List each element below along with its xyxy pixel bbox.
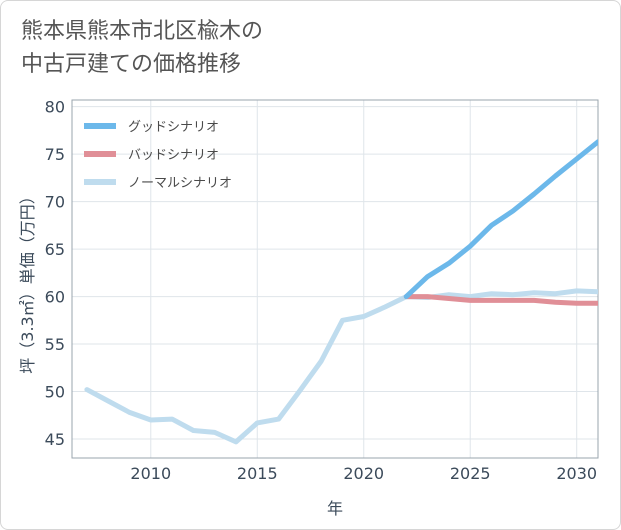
title-line-1: 熊本県熊本市北区楡木の bbox=[21, 19, 264, 44]
series-line-0 bbox=[403, 139, 598, 300]
series-line-1 bbox=[403, 294, 598, 306]
legend-label: グッドシナリオ bbox=[128, 120, 219, 135]
title-line-2: 中古戸建ての価格推移 bbox=[21, 52, 242, 77]
y-axis-title: 坪（3.3㎡）単価（万円） bbox=[18, 188, 37, 373]
x-tick-label: 2015 bbox=[237, 464, 278, 483]
y-tick-label: 80 bbox=[45, 98, 65, 117]
legend-label: ノーマルシナリオ bbox=[128, 176, 232, 191]
plot-border bbox=[71, 99, 599, 459]
x-tick-label: 2010 bbox=[130, 464, 171, 483]
x-axis-title: 年 bbox=[327, 499, 343, 518]
x-tick-label: 2030 bbox=[556, 464, 597, 483]
y-tick-label: 50 bbox=[45, 383, 65, 402]
y-tick-label: 55 bbox=[45, 335, 65, 354]
plot-area bbox=[71, 99, 599, 459]
x-tick-label: 2025 bbox=[450, 464, 491, 483]
y-tick-label: 70 bbox=[45, 193, 65, 212]
legend-label: バッドシナリオ bbox=[128, 148, 219, 163]
y-tick-label: 60 bbox=[45, 288, 65, 307]
x-tick-label: 2020 bbox=[343, 464, 384, 483]
y-tick-label: 65 bbox=[45, 240, 65, 259]
chart-title: 熊本県熊本市北区楡木の 中古戸建ての価格推移 bbox=[21, 15, 263, 81]
series-line-2 bbox=[84, 288, 598, 445]
y-tick-label: 75 bbox=[45, 145, 65, 164]
y-tick-label: 45 bbox=[45, 430, 65, 449]
